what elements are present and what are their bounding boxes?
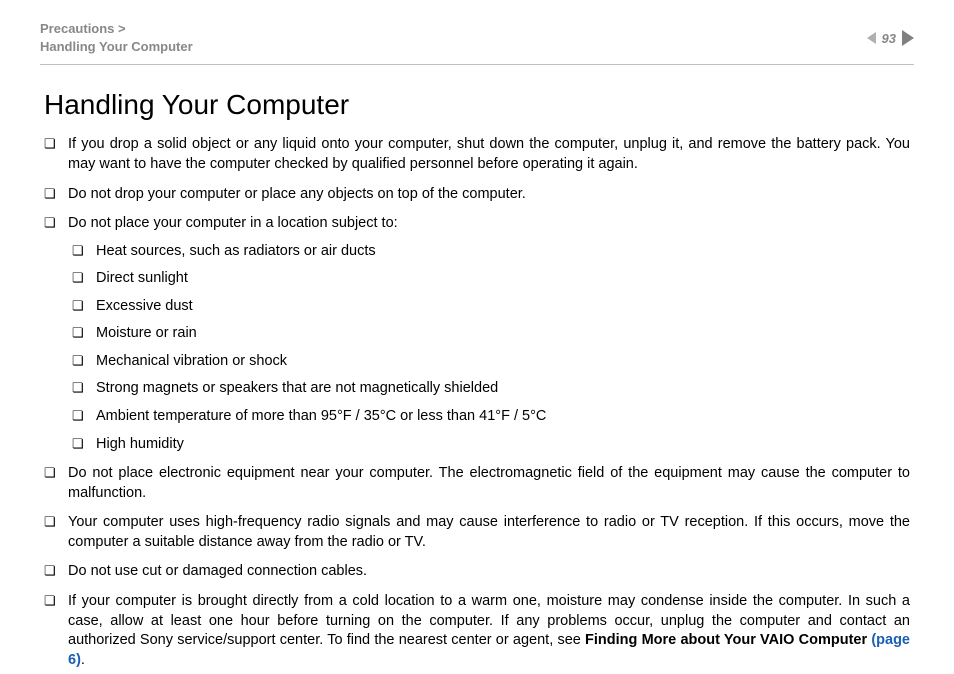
list-item-text: Do not place your computer in a location… <box>68 215 398 231</box>
list-item: Heat sources, such as radiators or air d… <box>96 242 910 262</box>
list-item: If your computer is brought directly fro… <box>68 592 910 670</box>
page-number: 93 <box>882 31 896 46</box>
sub-bullet-list: Heat sources, such as radiators or air d… <box>68 242 910 455</box>
page-content: Handling Your Computer If you drop a sol… <box>40 89 914 670</box>
pager: 93 <box>867 20 914 46</box>
list-item: Do not place electronic equipment near y… <box>68 464 910 503</box>
breadcrumb-section: Precautions > <box>40 20 193 38</box>
list-item: Mechanical vibration or shock <box>96 352 910 372</box>
list-item: Ambient temperature of more than 95°F / … <box>96 407 910 427</box>
next-page-icon[interactable] <box>902 30 914 46</box>
list-item: If you drop a solid object or any liquid… <box>68 135 910 174</box>
breadcrumb: Precautions > Handling Your Computer <box>40 20 193 56</box>
prev-page-icon[interactable] <box>867 32 876 44</box>
list-item: Do not use cut or damaged connection cab… <box>68 562 910 582</box>
page-title: Handling Your Computer <box>44 89 910 121</box>
list-item-bold: Finding More about Your VAIO Computer <box>585 632 871 648</box>
list-item: Do not drop your computer or place any o… <box>68 185 910 205</box>
bullet-list: If you drop a solid object or any liquid… <box>44 135 910 670</box>
list-item: Excessive dust <box>96 297 910 317</box>
list-item-text-post: . <box>81 652 85 668</box>
list-item: Strong magnets or speakers that are not … <box>96 379 910 399</box>
list-item: Your computer uses high-frequency radio … <box>68 513 910 552</box>
page-header: Precautions > Handling Your Computer 93 <box>40 20 914 65</box>
list-item: High humidity <box>96 435 910 455</box>
list-item: Do not place your computer in a location… <box>68 214 910 454</box>
list-item: Moisture or rain <box>96 324 910 344</box>
list-item: Direct sunlight <box>96 269 910 289</box>
breadcrumb-page: Handling Your Computer <box>40 38 193 56</box>
